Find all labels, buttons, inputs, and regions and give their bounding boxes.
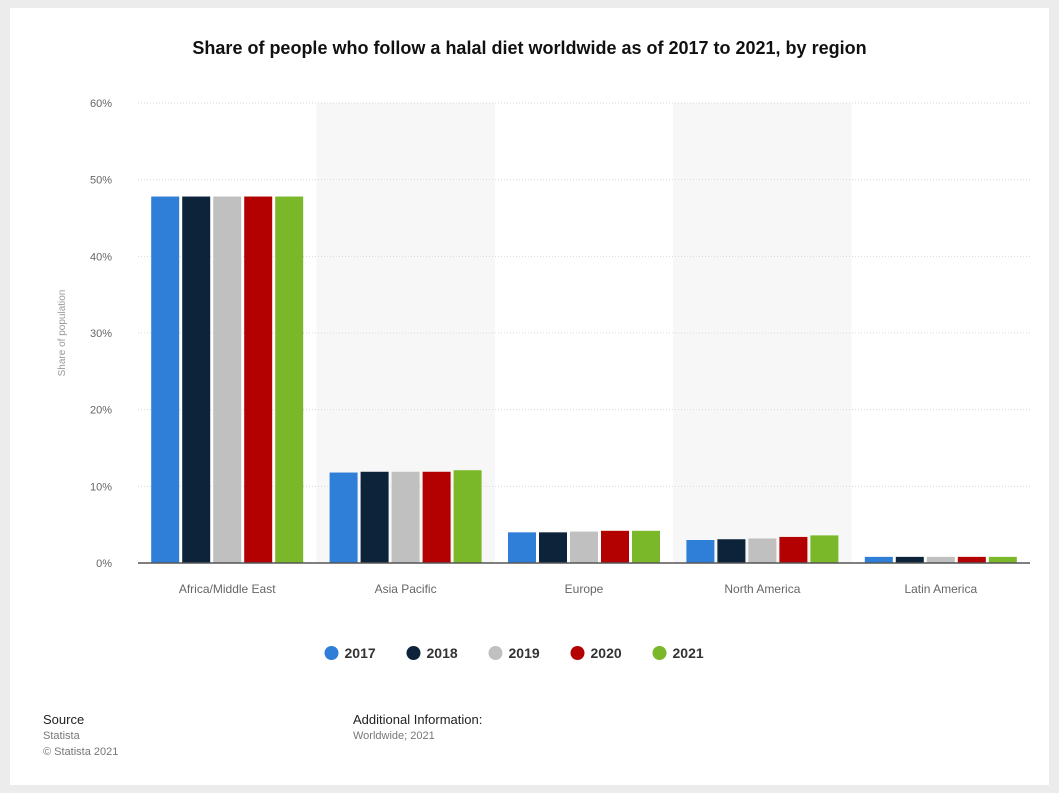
bar (926, 556, 955, 563)
legend-label: 2020 (591, 645, 622, 661)
x-tick-label: Africa/Middle East (179, 582, 276, 596)
x-tick-label: Latin America (904, 582, 977, 596)
bar-chart: 0% 10% 20% 30% 40% 50% 60% Share of population A… (57, 98, 1030, 661)
bar (601, 530, 629, 563)
source-name: Statista (43, 730, 80, 742)
chart-card: Share of people who follow a halal diet … (10, 8, 1049, 785)
legend-label: 2018 (427, 645, 458, 661)
bar (895, 556, 924, 563)
legend-marker (570, 646, 585, 660)
bar (453, 470, 482, 563)
copyright-text: © Statista 2021 (43, 746, 119, 758)
bar (810, 535, 839, 563)
bar (391, 471, 420, 563)
source-heading: Source (43, 712, 85, 727)
legend-marker (652, 646, 667, 660)
bar (748, 538, 777, 563)
bar (717, 539, 746, 563)
y-tick-label: 20% (90, 405, 112, 417)
legend-marker (488, 646, 503, 660)
legend-marker (406, 646, 421, 660)
chart-title: Share of people who follow a halal diet … (192, 38, 867, 58)
legend-label: 2019 (509, 645, 540, 661)
bar (864, 556, 893, 563)
y-tick-label: 0% (96, 558, 112, 570)
bar (957, 556, 986, 563)
bar (275, 196, 304, 564)
y-tick-label: 50% (90, 175, 112, 187)
bar (422, 471, 451, 563)
additional-info-text: Worldwide; 2021 (353, 730, 435, 742)
bar (570, 531, 598, 563)
bar (182, 196, 211, 564)
bar (244, 196, 273, 564)
additional-info-heading: Additional Information: (353, 712, 483, 727)
y-tick-label: 60% (90, 98, 112, 110)
bar (632, 530, 660, 563)
bar (360, 471, 389, 563)
bar (779, 536, 808, 563)
bar (329, 472, 358, 563)
bar (988, 556, 1017, 563)
y-tick-label: 30% (90, 328, 112, 340)
x-tick-label: Asia Pacific (375, 582, 437, 596)
bar (151, 196, 180, 564)
legend-marker (324, 646, 339, 660)
y-axis-title: Share of population (57, 290, 68, 377)
legend-label: 2021 (673, 645, 704, 661)
x-tick-label: North America (724, 582, 800, 596)
bar (213, 196, 242, 564)
y-tick-label: 40% (90, 251, 112, 263)
bar (686, 540, 715, 563)
bar (508, 532, 536, 563)
bar (539, 532, 567, 563)
x-tick-label: Europe (565, 582, 604, 596)
legend-label: 2017 (345, 645, 376, 661)
y-tick-label: 10% (90, 481, 112, 493)
